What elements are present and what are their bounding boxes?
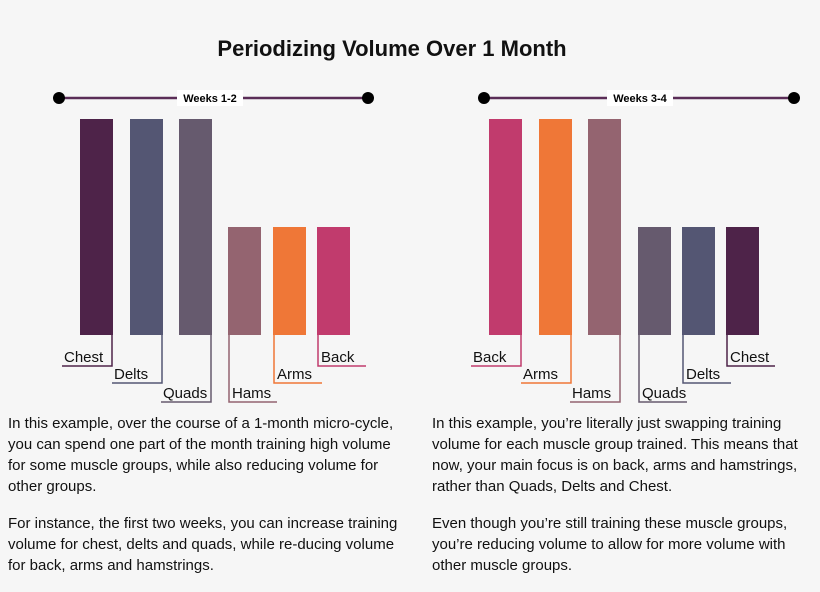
bar-label: Back [473,349,507,366]
bar-arms [539,119,572,335]
left-paragraph: For instance, the first two weeks, you c… [8,515,398,574]
timeline-label: Weeks 3-4 [613,93,667,105]
label-connector [228,335,277,403]
label-connector [726,335,775,367]
bar-back [489,119,522,335]
label-connector [638,335,687,403]
right-description: In this example, you’re literally just s… [432,413,817,592]
timeline-start-dot [53,92,65,104]
timeline-end-dot [362,92,374,104]
bar-label: Delts [686,366,720,383]
bar-label: Quads [642,385,686,402]
bar-back [317,227,350,335]
bar-label: Back [321,349,355,366]
bar-delts [130,119,163,335]
label-connector [682,335,731,384]
bar-chest [726,227,759,335]
right-paragraph: In this example, you’re literally just s… [432,415,798,495]
bar-delts [682,227,715,335]
label-connector [273,335,322,384]
label-connector [570,335,621,403]
label-connector [112,335,163,384]
bar-label: Arms [523,366,558,383]
bar-hams [588,119,621,335]
bar-quads [638,227,671,335]
timeline-start-dot [478,92,490,104]
bar-label: Chest [64,349,104,366]
label-connector [471,335,522,367]
bar-label: Hams [572,385,611,402]
page-title: Periodizing Volume Over 1 Month [217,36,567,61]
bar-label: Quads [163,385,207,402]
bar-label: Hams [232,385,271,402]
timeline-end-dot [788,92,800,104]
label-connector [62,335,113,367]
bar-label: Arms [277,366,312,383]
bar-label: Chest [730,349,770,366]
right-paragraph: Even though you’re still training these … [432,515,788,574]
left-description: In this example, over the course of a 1-… [8,413,408,592]
bar-quads [179,119,212,335]
left-paragraph: In this example, over the course of a 1-… [8,415,394,495]
bar-chest [80,119,113,335]
label-connector [317,335,366,367]
timeline-label-bg [607,90,673,106]
label-connector [521,335,572,384]
bar-arms [273,227,306,335]
timeline-label-bg [177,90,243,106]
timeline-label: Weeks 1-2 [183,93,237,105]
label-connector [161,335,212,403]
bar-hams [228,227,261,335]
bar-label: Delts [114,366,148,383]
